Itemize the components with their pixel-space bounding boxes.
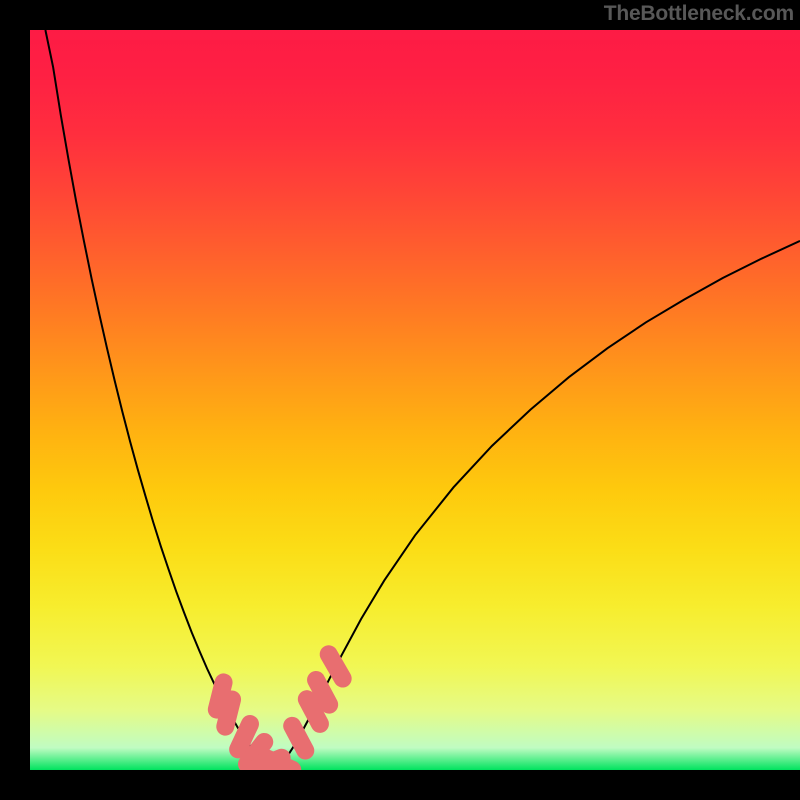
marker-capsule: [307, 699, 320, 724]
marker-capsule: [316, 680, 329, 705]
chart-svg: [30, 30, 800, 770]
attribution-watermark: TheBottleneck.com: [604, 2, 794, 26]
chart-plot-area: [30, 30, 800, 770]
chart-background: [30, 30, 800, 770]
marker-capsule: [292, 726, 305, 751]
marker-capsule: [329, 654, 343, 678]
marker-capsule: [267, 758, 293, 769]
marker-capsule: [238, 724, 250, 749]
marker-capsule: [225, 699, 232, 726]
